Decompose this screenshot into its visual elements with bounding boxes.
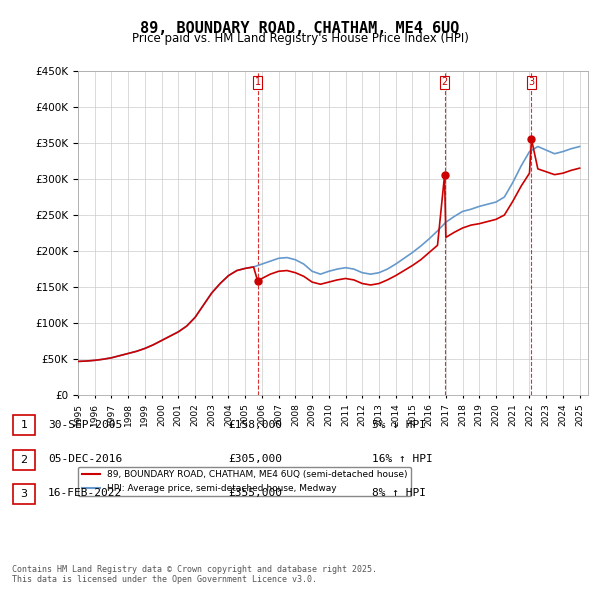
Text: 2: 2 — [442, 77, 448, 87]
Text: 1: 1 — [254, 77, 261, 87]
Text: £355,000: £355,000 — [228, 489, 282, 498]
Legend: 89, BOUNDARY ROAD, CHATHAM, ME4 6UQ (semi-detached house), HPI: Average price, s: 89, BOUNDARY ROAD, CHATHAM, ME4 6UQ (sem… — [78, 467, 411, 496]
Text: 2: 2 — [20, 455, 28, 464]
FancyBboxPatch shape — [13, 415, 35, 435]
Text: 1: 1 — [20, 421, 28, 430]
Text: 16-FEB-2022: 16-FEB-2022 — [48, 489, 122, 498]
Text: £158,000: £158,000 — [228, 420, 282, 430]
Text: 3: 3 — [529, 77, 535, 87]
Text: 89, BOUNDARY ROAD, CHATHAM, ME4 6UQ: 89, BOUNDARY ROAD, CHATHAM, ME4 6UQ — [140, 21, 460, 35]
Text: 5% ↓ HPI: 5% ↓ HPI — [372, 420, 426, 430]
Text: £305,000: £305,000 — [228, 454, 282, 464]
FancyBboxPatch shape — [13, 450, 35, 470]
Text: Price paid vs. HM Land Registry's House Price Index (HPI): Price paid vs. HM Land Registry's House … — [131, 32, 469, 45]
Text: 30-SEP-2005: 30-SEP-2005 — [48, 420, 122, 430]
Text: 05-DEC-2016: 05-DEC-2016 — [48, 454, 122, 464]
FancyBboxPatch shape — [13, 484, 35, 504]
Text: 3: 3 — [20, 489, 28, 499]
Text: 16% ↑ HPI: 16% ↑ HPI — [372, 454, 433, 464]
Text: 8% ↑ HPI: 8% ↑ HPI — [372, 489, 426, 498]
Text: Contains HM Land Registry data © Crown copyright and database right 2025.
This d: Contains HM Land Registry data © Crown c… — [12, 565, 377, 584]
